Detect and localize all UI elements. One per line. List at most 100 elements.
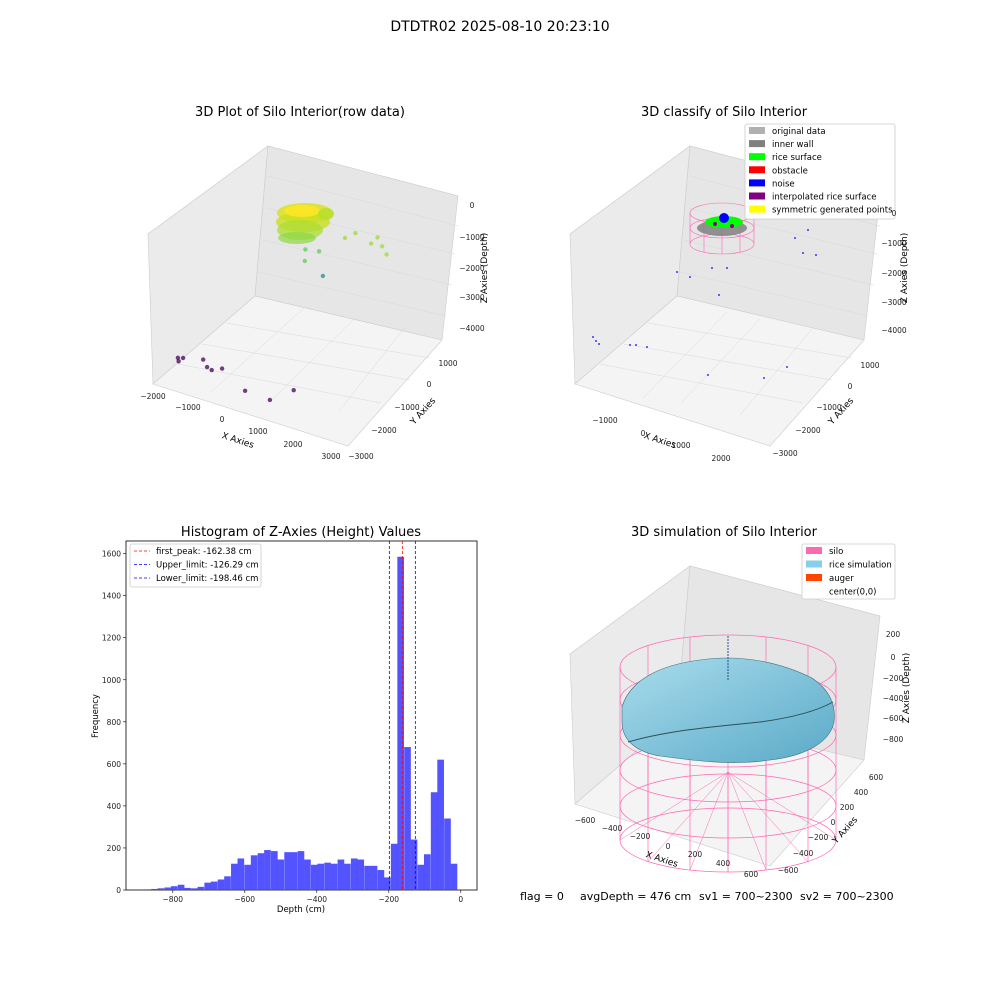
data-point bbox=[209, 367, 214, 373]
data-point bbox=[379, 244, 385, 249]
axis-ticks: −2000 −1000 0 1000 2000 3000 1000 0 −1000 −2000 −3… bbox=[140, 201, 485, 461]
legend-label: inner wall bbox=[772, 140, 813, 150]
avg-depth-text: avgDepth = 476 cm bbox=[580, 890, 691, 903]
histogram-bar bbox=[177, 884, 185, 890]
x-tick-label: 0 bbox=[220, 415, 225, 424]
legend-label: obstacle bbox=[772, 166, 808, 176]
y-tick-label: 1600 bbox=[102, 550, 121, 559]
y-tick-label: 800 bbox=[107, 718, 122, 727]
scatter-points bbox=[175, 230, 389, 403]
z-axis-label: Z Axies (Depth) bbox=[900, 233, 910, 304]
noise-point bbox=[707, 374, 709, 376]
histogram-bar bbox=[444, 818, 451, 890]
z-axis-label: Z Axies (Depth) bbox=[902, 653, 912, 724]
y-tick-label: −400 bbox=[793, 849, 814, 858]
y-ticks: 0 200 400 600 800 1000 1200 1400 1600 bbox=[102, 550, 126, 895]
histogram-bar bbox=[184, 887, 191, 890]
data-point bbox=[375, 235, 380, 240]
data-point bbox=[384, 252, 389, 257]
histogram-bar bbox=[430, 792, 438, 890]
z-axis-label: Z Axies (Depth) bbox=[480, 233, 490, 304]
histogram-bar bbox=[324, 862, 331, 890]
panel-raw-data-3d: 3D Plot of Silo Interior(row data) bbox=[140, 105, 490, 461]
y-tick-label: 0 bbox=[116, 886, 121, 895]
legend-swatch bbox=[806, 574, 822, 581]
y-tick-label: −1000 bbox=[394, 403, 420, 412]
z-tick-label: −600 bbox=[883, 714, 904, 723]
data-point bbox=[242, 388, 248, 393]
y-tick-label: 600 bbox=[107, 760, 122, 769]
data-point bbox=[291, 388, 296, 393]
panel-title: 3D classify of Silo Interior bbox=[641, 105, 808, 120]
z-tick-label: 200 bbox=[886, 630, 901, 639]
z-tick-label: −800 bbox=[883, 735, 904, 744]
histogram-bar bbox=[250, 855, 258, 890]
reference-lines bbox=[388, 541, 416, 890]
z-tick-label: 0 bbox=[470, 201, 475, 210]
panel-simulation-3d: 3D simulation of Silo Interior bbox=[569, 525, 912, 879]
x-tick-label: −800 bbox=[162, 895, 183, 904]
y-tick-label: −2000 bbox=[795, 426, 821, 435]
x-tick-label: 1000 bbox=[671, 441, 690, 450]
histogram-bar bbox=[423, 854, 431, 890]
z-tick-label: −200 bbox=[883, 674, 904, 683]
pane-grid bbox=[147, 145, 459, 447]
data-point bbox=[320, 273, 326, 279]
sv2-text: sv2 = 700~2300 bbox=[800, 890, 894, 903]
legend-label: rice simulation bbox=[829, 561, 892, 571]
noise-point bbox=[676, 271, 678, 273]
noise-point bbox=[718, 294, 720, 296]
data-point bbox=[219, 366, 225, 371]
histogram-bar bbox=[277, 859, 285, 890]
panel-histogram: Histogram of Z-Axies (Height) Values −80… bbox=[91, 525, 478, 915]
histogram-bar bbox=[450, 863, 458, 890]
x-tick-label: −400 bbox=[602, 824, 623, 833]
y-tick-label: −2000 bbox=[371, 426, 397, 435]
histogram-bar bbox=[151, 888, 158, 890]
histogram-bar bbox=[390, 843, 398, 890]
x-tick-label: −1000 bbox=[175, 403, 201, 412]
legend: first_peak: -162.38 cm Upper_limit: -126.… bbox=[129, 543, 262, 588]
panel-title: 3D Plot of Silo Interior(row data) bbox=[195, 105, 405, 120]
data-point bbox=[204, 364, 210, 370]
noise-point bbox=[635, 344, 637, 346]
legend-swatch bbox=[749, 153, 765, 161]
histogram-bar bbox=[257, 853, 265, 890]
histogram-bar bbox=[237, 858, 245, 890]
histogram-bar bbox=[330, 863, 338, 890]
legend-swatch bbox=[749, 166, 765, 174]
noise-point bbox=[786, 366, 788, 368]
noise-point bbox=[815, 254, 817, 256]
histogram-bar bbox=[404, 747, 411, 890]
data-point bbox=[303, 247, 308, 252]
z-tick-label: −1000 bbox=[881, 239, 907, 248]
figure-suptitle: DTDTR02 2025-08-10 20:23:10 bbox=[390, 19, 609, 35]
histogram-bar bbox=[437, 759, 444, 890]
noise-point bbox=[794, 237, 796, 239]
histogram-bar bbox=[410, 839, 418, 890]
panel-title: Histogram of Z-Axies (Height) Values bbox=[181, 525, 421, 540]
data-point bbox=[267, 397, 273, 403]
y-tick-label: −3000 bbox=[772, 449, 798, 458]
histogram-bar bbox=[217, 879, 225, 890]
legend: original data inner wall rice surface obsta… bbox=[744, 123, 896, 220]
x-ticks: −800 −600 −400 −200 0 bbox=[162, 890, 463, 904]
rice-simulation-surface bbox=[621, 636, 835, 763]
y-tick-label: −200 bbox=[808, 833, 829, 842]
status-footer: flag = 0 avgDepth = 476 cm sv1 = 700~230… bbox=[520, 890, 894, 903]
histogram-bar bbox=[244, 864, 252, 890]
histogram-bar bbox=[417, 864, 425, 890]
x-tick-label: 2000 bbox=[283, 440, 302, 449]
legend-swatch bbox=[749, 192, 765, 200]
histogram-bar bbox=[170, 886, 178, 890]
histogram-bar bbox=[210, 881, 218, 890]
legend: silo rice simulation auger center(0,0) bbox=[801, 543, 896, 600]
histogram-bar bbox=[297, 851, 305, 890]
noise-point bbox=[726, 267, 728, 269]
z-tick-label: −1000 bbox=[459, 233, 485, 242]
histogram-bars bbox=[144, 556, 458, 890]
histogram-bar bbox=[231, 863, 238, 890]
y-axis-label: Frequency bbox=[91, 694, 101, 738]
z-tick-label: 0 bbox=[892, 209, 897, 218]
